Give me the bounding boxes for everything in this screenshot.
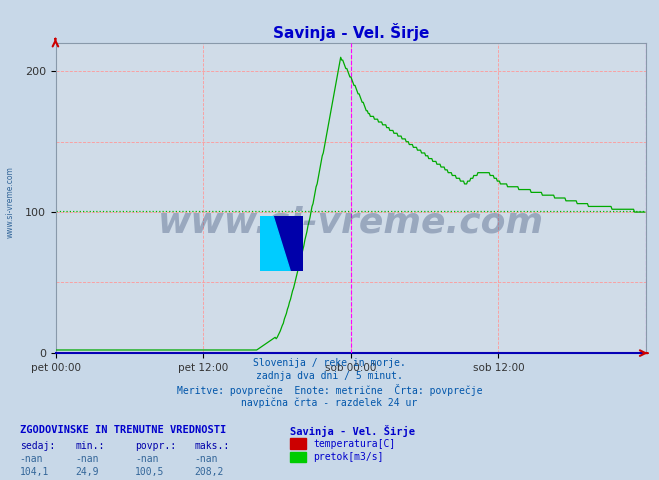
Text: temperatura[C]: temperatura[C]	[313, 439, 395, 449]
Text: povpr.:: povpr.:	[135, 441, 176, 451]
Text: Savinja - Vel. Širje: Savinja - Vel. Širje	[290, 425, 415, 437]
Text: sedaj:: sedaj:	[20, 441, 55, 451]
Text: 24,9: 24,9	[76, 467, 100, 477]
Text: -nan: -nan	[135, 454, 159, 464]
Text: 208,2: 208,2	[194, 467, 224, 477]
Text: www.si-vreme.com: www.si-vreme.com	[158, 206, 544, 240]
Text: pretok[m3/s]: pretok[m3/s]	[313, 453, 384, 462]
Text: -nan: -nan	[76, 454, 100, 464]
Polygon shape	[273, 216, 303, 271]
Text: 104,1: 104,1	[20, 467, 49, 477]
Text: -nan: -nan	[194, 454, 218, 464]
Text: www.si-vreme.com: www.si-vreme.com	[5, 166, 14, 238]
Text: navpična črta - razdelek 24 ur: navpična črta - razdelek 24 ur	[241, 398, 418, 408]
Text: 100,5: 100,5	[135, 467, 165, 477]
Text: Meritve: povprečne  Enote: metrične  Črta: povprečje: Meritve: povprečne Enote: metrične Črta:…	[177, 384, 482, 396]
Text: maks.:: maks.:	[194, 441, 229, 451]
Polygon shape	[260, 216, 290, 271]
Text: ZGODOVINSKE IN TRENUTNE VREDNOSTI: ZGODOVINSKE IN TRENUTNE VREDNOSTI	[20, 425, 226, 435]
Text: zadnja dva dni / 5 minut.: zadnja dva dni / 5 minut.	[256, 371, 403, 381]
Text: Slovenija / reke in morje.: Slovenija / reke in morje.	[253, 358, 406, 368]
Title: Savinja - Vel. Širje: Savinja - Vel. Širje	[273, 23, 429, 41]
Text: -nan: -nan	[20, 454, 43, 464]
Text: min.:: min.:	[76, 441, 105, 451]
